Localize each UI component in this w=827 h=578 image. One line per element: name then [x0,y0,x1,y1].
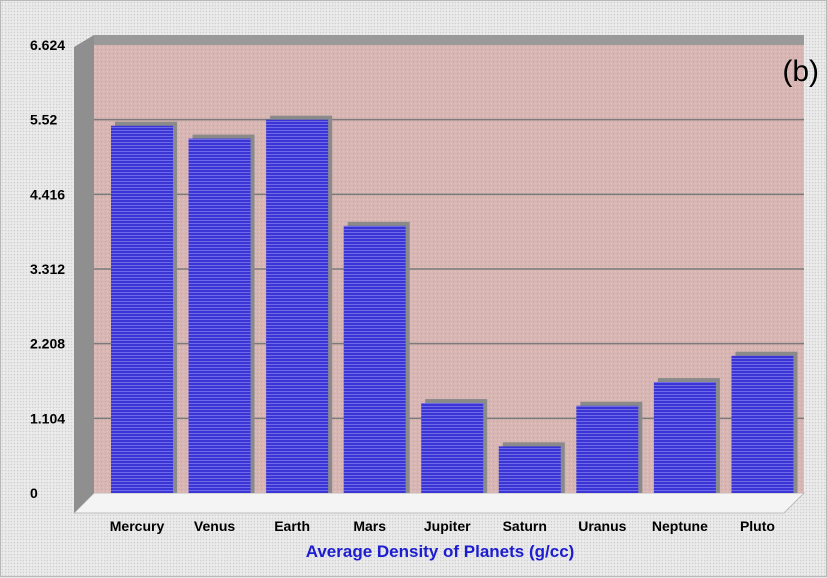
plot-top-edge [94,35,804,45]
x-category-label: Saturn [503,518,547,534]
y-tick-label: 0 [30,485,38,501]
plot-side-wall [74,35,94,513]
x-category-label: Venus [194,518,235,534]
y-tick-label: 5.52 [30,112,57,128]
bar-jupiter [421,403,484,493]
bar-neptune [653,382,716,493]
bar-earth [266,119,329,494]
y-axis-ticks: 0 1.104 2.208 3.312 4.416 5.52 6.624 [30,37,65,501]
y-tick-label: 3.312 [30,261,65,277]
x-category-label: Uranus [578,518,626,534]
x-axis-title: Average Density of Planets (g/cc) [306,542,575,561]
bar-mars [343,225,406,494]
bar-venus [188,138,251,493]
x-axis-categories: Mercury Venus Earth Mars Jupiter Saturn Uranus… [110,518,775,534]
y-tick-label: 6.624 [30,37,65,53]
y-tick-label: 4.416 [30,186,65,202]
bars [111,115,798,494]
bar-saturn [498,446,561,493]
x-category-label: Mercury [110,518,165,534]
bar-uranus [576,405,639,493]
panel-annotation: (b) [782,55,819,88]
x-category-label: Pluto [740,518,775,534]
bar-pluto [731,355,794,493]
x-category-label: Earth [274,518,310,534]
x-category-label: Neptune [652,518,708,534]
y-tick-label: 2.208 [30,336,65,352]
x-category-label: Mars [353,518,386,534]
y-tick-label: 1.104 [30,410,65,426]
x-category-label: Jupiter [424,518,471,534]
plot-floor [72,492,806,514]
bar-mercury [111,125,173,493]
